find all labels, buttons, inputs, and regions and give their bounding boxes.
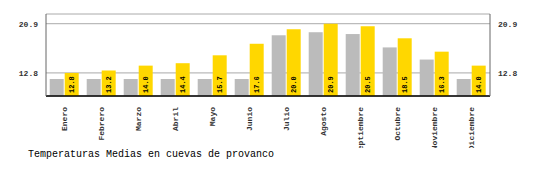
svg-text:16.3: 16.3: [438, 76, 446, 93]
svg-text:14.0: 14.0: [142, 76, 150, 93]
svg-text:14.0: 14.0: [475, 76, 483, 93]
svg-text:Enero: Enero: [60, 107, 69, 131]
svg-text:12.8: 12.8: [498, 69, 517, 78]
svg-text:12.8: 12.8: [19, 69, 38, 78]
svg-text:14.4: 14.4: [179, 76, 187, 93]
svg-text:20.9: 20.9: [19, 20, 38, 29]
svg-text:20.5: 20.5: [364, 76, 372, 93]
svg-text:18.5: 18.5: [401, 76, 409, 93]
svg-text:20.9: 20.9: [498, 20, 517, 29]
svg-text:Diciembre: Diciembre: [467, 107, 476, 148]
svg-text:17.6: 17.6: [253, 76, 261, 93]
svg-text:Agosto: Agosto: [319, 107, 328, 136]
svg-text:Noviembre: Noviembre: [430, 107, 439, 148]
svg-text:Julio: Julio: [282, 107, 291, 131]
svg-text:Abril: Abril: [171, 107, 180, 131]
svg-text:12.8: 12.8: [68, 76, 76, 93]
svg-text:15.7: 15.7: [216, 76, 224, 93]
svg-text:Marzo: Marzo: [134, 107, 143, 131]
svg-text:20.9: 20.9: [327, 76, 335, 93]
svg-text:Junio: Junio: [245, 107, 254, 131]
svg-text:Mayo: Mayo: [208, 107, 217, 126]
svg-text:20.0: 20.0: [290, 76, 298, 93]
svg-text:13.2: 13.2: [105, 76, 113, 93]
svg-text:Febrero: Febrero: [97, 107, 106, 141]
svg-text:Septiembre: Septiembre: [356, 107, 365, 148]
svg-text:Octubre: Octubre: [393, 107, 402, 141]
html-text:Temperaturas Medias en cuevas: Temperaturas Medias en cuevas de provanc…: [28, 149, 274, 160]
